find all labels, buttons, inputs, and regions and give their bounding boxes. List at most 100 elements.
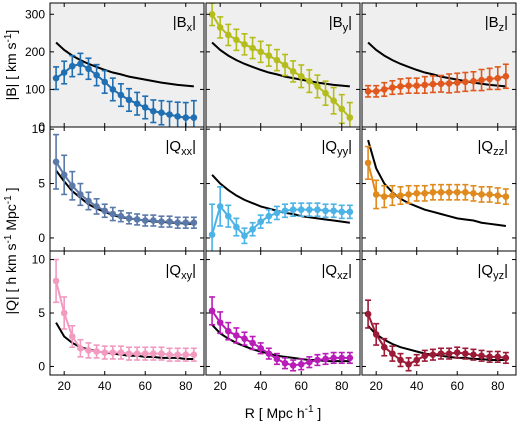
x-tick-label: 80 (491, 379, 505, 393)
data-point (421, 81, 429, 89)
plot-area (208, 174, 354, 251)
data-point (117, 349, 125, 356)
data-point (405, 361, 412, 368)
panel-label: |Qyz| (478, 262, 508, 282)
data-point (166, 111, 173, 118)
panel-label: |Qzz| (478, 138, 508, 158)
data-point (68, 62, 76, 70)
plot-area (52, 258, 198, 362)
data-point (338, 105, 346, 113)
data-point (421, 190, 429, 197)
y-tick-label: 100 (25, 82, 45, 96)
panel-qyz: 20 40 60 80 |Qyz| (361, 250, 517, 393)
data-point (389, 84, 396, 91)
x-tick-label: 40 (410, 379, 424, 393)
data-point (322, 89, 329, 97)
panel-label: |Qyy| (322, 138, 352, 158)
data-point (413, 356, 421, 364)
data-point (182, 114, 190, 121)
data-point (208, 231, 216, 238)
data-point (380, 193, 388, 200)
data-point (249, 339, 256, 347)
data-point (109, 349, 117, 356)
data-point (281, 61, 289, 69)
panel-label: |Qxz| (322, 262, 352, 282)
data-point (289, 68, 297, 75)
data-point (445, 188, 453, 196)
data-point (265, 52, 273, 59)
plot-area (364, 299, 510, 372)
data-point (346, 208, 354, 216)
data-point (397, 192, 404, 199)
data-point (241, 232, 248, 240)
y-tick-label: 0 (38, 231, 45, 245)
data-point (453, 349, 461, 356)
data-point (158, 109, 165, 117)
data-point (141, 104, 149, 111)
data-point (141, 350, 149, 357)
plot-area (364, 41, 510, 98)
data-point (470, 351, 477, 358)
data-point (330, 354, 337, 362)
data-point (141, 217, 149, 224)
x-tick-label: 80 (335, 379, 349, 393)
data-point (437, 80, 445, 88)
data-point (289, 206, 297, 213)
data-point (125, 96, 133, 104)
data-point (380, 343, 388, 351)
panel-label: |Bx| (173, 14, 196, 34)
data-point (93, 203, 100, 210)
data-point (257, 344, 265, 352)
data-point (68, 333, 76, 340)
data-point (429, 80, 437, 88)
data-point (93, 348, 100, 355)
data-point (249, 225, 256, 233)
data-point (190, 114, 198, 121)
data-point (241, 41, 248, 48)
data-point (306, 77, 313, 85)
data-point (364, 88, 372, 95)
data-point (150, 107, 157, 115)
model-curve (367, 139, 507, 227)
data-point (77, 191, 84, 198)
data-point (502, 193, 510, 200)
y-tick-label: 0 (38, 120, 45, 134)
data-point (133, 350, 141, 357)
data-point (462, 350, 469, 357)
x-tick-label: 40 (98, 379, 112, 393)
data-point (265, 212, 273, 220)
data-point (273, 209, 281, 217)
data-point (389, 350, 396, 357)
data-point (109, 86, 117, 93)
plot-area (208, 296, 354, 372)
data-point (273, 56, 281, 64)
data-point (208, 307, 216, 315)
data-point (182, 219, 190, 227)
x-tick-label: 60 (451, 379, 465, 393)
data-point (470, 77, 477, 85)
panel-bz: |Bz| (361, 2, 517, 128)
y-tick-label: 10 (32, 253, 46, 267)
data-point (133, 216, 141, 223)
data-point (85, 65, 92, 73)
y-axis-label-Q: |Q| [ h km s-1 Mpc-1 ] (3, 188, 19, 315)
data-point (314, 206, 321, 213)
data-point (437, 188, 445, 196)
x-tick-label: 20 (58, 379, 72, 393)
data-point (346, 354, 354, 362)
data-point (281, 359, 289, 367)
data-point (453, 188, 461, 196)
data-point (265, 350, 273, 357)
data-point (470, 190, 477, 197)
model-curve (211, 41, 350, 88)
data-point (60, 171, 68, 179)
data-point (216, 319, 224, 326)
data-point (216, 203, 224, 210)
data-point (174, 219, 181, 227)
data-point (52, 74, 60, 82)
panel-qxx: 0 5 10 |Qxx| (32, 122, 205, 252)
plot-area (364, 139, 510, 227)
data-point (338, 354, 346, 362)
data-point (413, 82, 421, 89)
